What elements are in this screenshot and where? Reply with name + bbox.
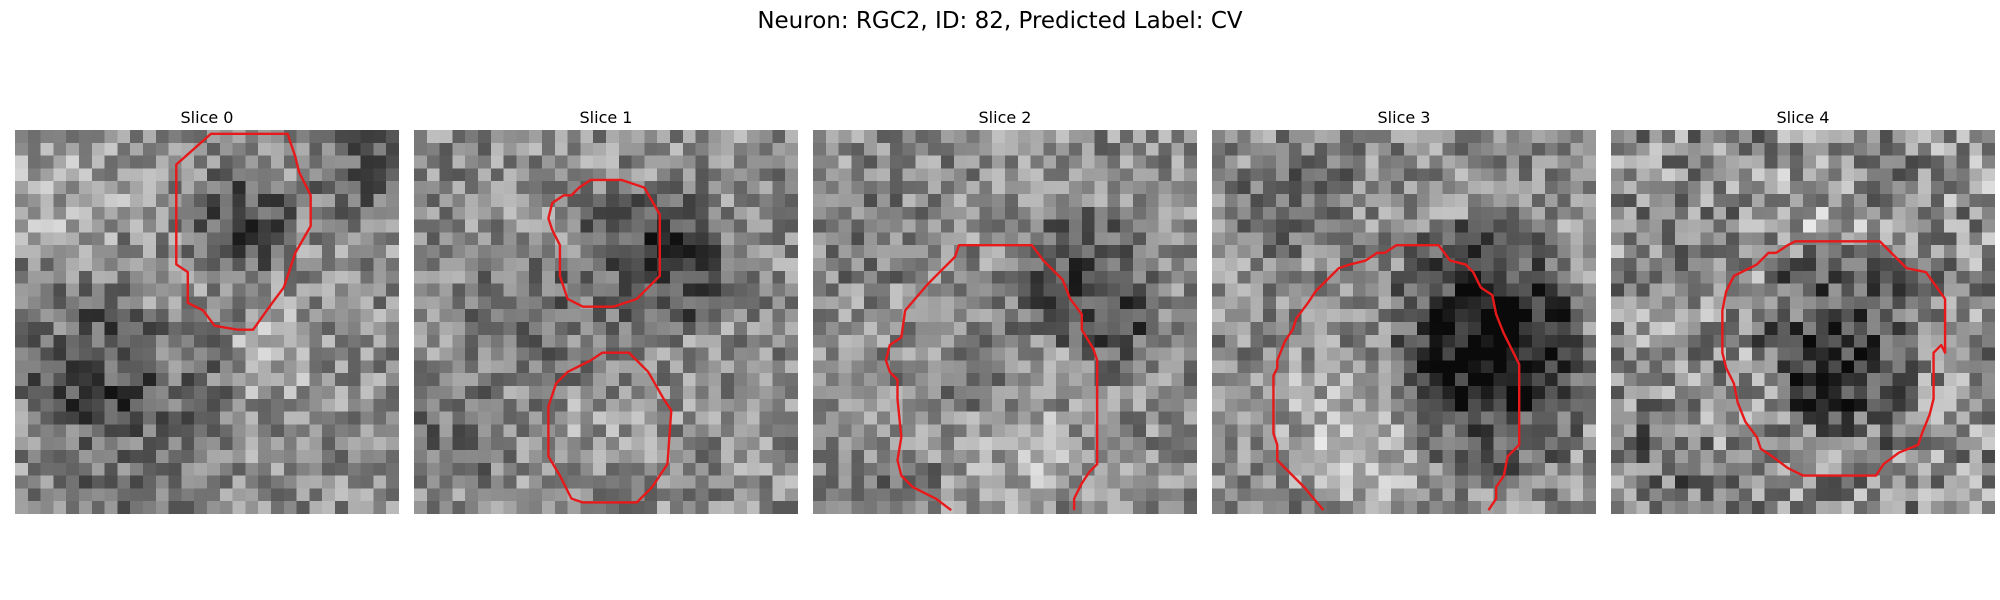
slice-panel-3: Slice 3	[1212, 108, 1596, 514]
roi-contour	[1722, 241, 1945, 475]
slice-panel-1: Slice 1	[414, 108, 798, 514]
roi-contour	[548, 180, 659, 307]
contour-overlay	[414, 130, 798, 514]
contour-overlay	[1611, 130, 1995, 514]
figure-title: Neuron: RGC2, ID: 82, Predicted Label: C…	[757, 8, 1243, 34]
slice-title: Slice 2	[978, 108, 1032, 127]
slice-title: Slice 3	[1377, 108, 1431, 127]
slice-panel-2: Slice 2	[813, 108, 1197, 514]
slice-title: Slice 0	[180, 108, 234, 127]
slice-panel-4: Slice 4	[1611, 108, 1995, 514]
contour-overlay	[1212, 130, 1596, 514]
slice-image	[15, 130, 399, 514]
roi-contour	[886, 245, 1097, 510]
slice-image	[414, 130, 798, 514]
roi-contour-secondary	[548, 353, 671, 503]
contour-overlay	[15, 130, 399, 514]
slice-image	[813, 130, 1197, 514]
slice-panel-0: Slice 0	[15, 108, 399, 514]
roi-contour	[176, 134, 310, 330]
slice-title: Slice 4	[1776, 108, 1830, 127]
roi-contour	[1273, 245, 1519, 510]
contour-overlay	[813, 130, 1197, 514]
slice-title: Slice 1	[579, 108, 633, 127]
slice-image	[1212, 130, 1596, 514]
slice-image	[1611, 130, 1995, 514]
